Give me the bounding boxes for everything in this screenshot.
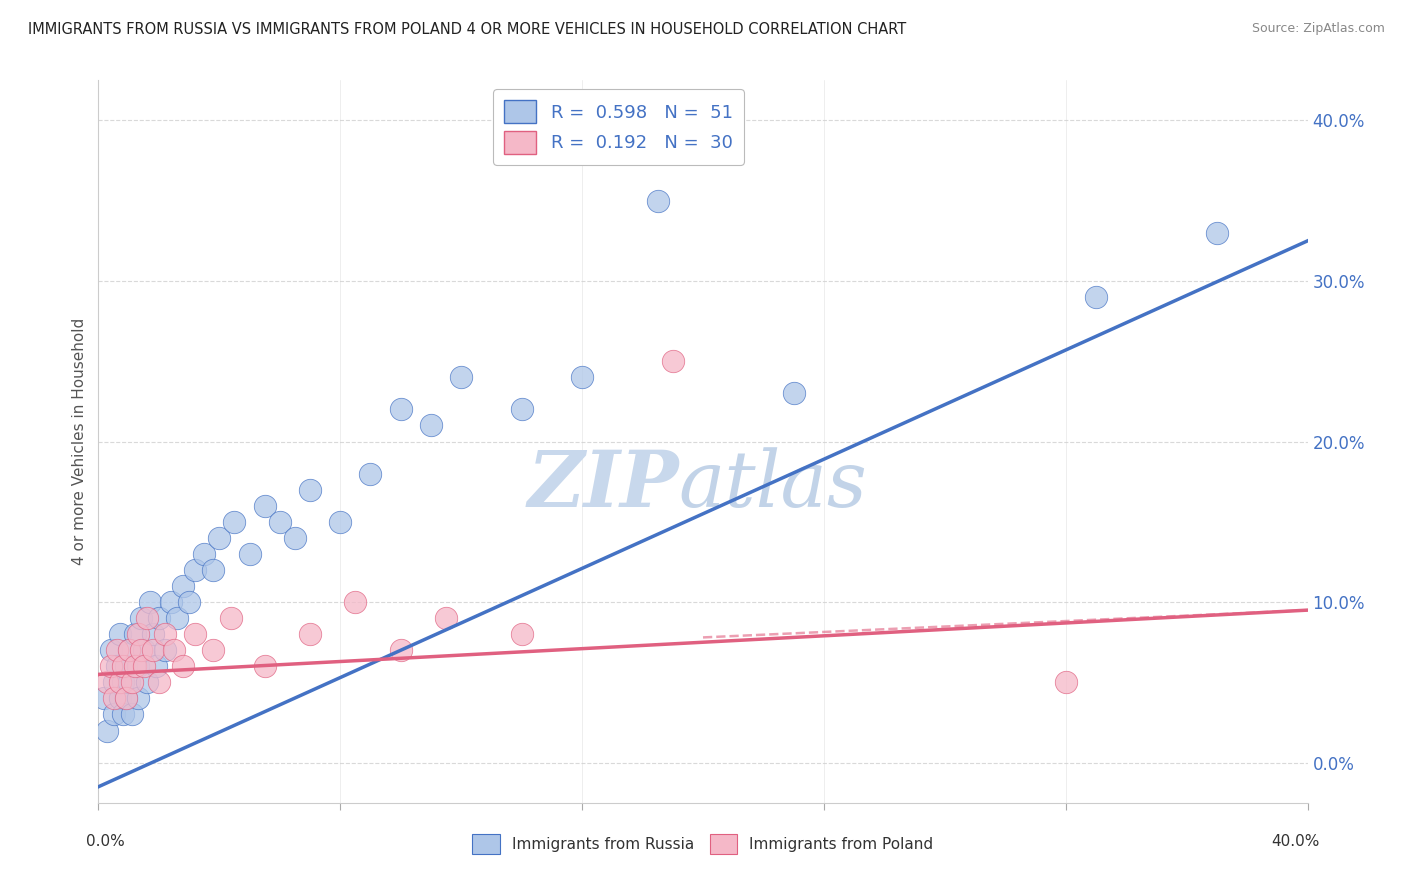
Point [114,659,136,673]
Point [93,691,115,706]
Point [124,627,146,641]
Point [103,691,125,706]
Point [299,483,322,497]
Point [571,370,593,384]
Point [1054,675,1077,690]
Point [239,547,262,561]
Point [193,547,215,561]
Point [121,675,143,690]
Point [224,515,246,529]
Point [114,691,136,706]
Point [111,707,134,722]
Point [127,627,149,641]
Point [172,659,194,673]
Point [783,386,806,401]
Point [114,691,136,706]
Point [108,627,131,641]
Point [172,579,194,593]
Point [208,531,231,545]
Point [253,499,276,513]
Point [420,418,443,433]
Point [450,370,472,384]
Point [148,675,170,690]
Point [124,659,146,673]
Point [510,402,533,417]
Point [299,627,322,641]
Point [105,659,128,673]
Point [647,194,669,208]
Point [269,515,291,529]
Point [510,627,533,641]
Point [135,611,157,625]
Point [1206,226,1229,240]
Legend: Immigrants from Russia, Immigrants from Poland: Immigrants from Russia, Immigrants from … [467,829,939,860]
Point [389,643,412,657]
Point [344,595,367,609]
Point [105,643,128,657]
Text: atlas: atlas [679,447,868,523]
Point [145,659,167,673]
Point [253,659,276,673]
Point [127,659,149,673]
Point [111,659,134,673]
Point [284,531,307,545]
Point [129,611,152,625]
Point [132,643,155,657]
Point [166,611,188,625]
Point [184,627,207,641]
Point [121,707,143,722]
Point [103,707,125,722]
Point [179,595,201,609]
Point [103,675,125,690]
Point [129,643,152,657]
Text: Source: ZipAtlas.com: Source: ZipAtlas.com [1251,22,1385,36]
Point [329,515,352,529]
Point [163,643,186,657]
Text: IMMIGRANTS FROM RUSSIA VS IMMIGRANTS FROM POLAND 4 OR MORE VEHICLES IN HOUSEHOLD: IMMIGRANTS FROM RUSSIA VS IMMIGRANTS FRO… [28,22,907,37]
Point [100,659,122,673]
Point [389,402,412,417]
Point [118,643,141,657]
Point [221,611,243,625]
Point [135,675,157,690]
Point [108,675,131,690]
Point [1085,290,1108,304]
Point [184,563,207,577]
Point [96,723,118,738]
Point [127,691,149,706]
Y-axis label: 4 or more Vehicles in Household: 4 or more Vehicles in Household [72,318,87,566]
Point [202,563,225,577]
Point [153,643,176,657]
Point [142,643,165,657]
Point [661,354,683,368]
Point [118,643,141,657]
Point [434,611,457,625]
Point [142,627,165,641]
Point [160,595,183,609]
Text: ZIP: ZIP [527,447,679,523]
Point [153,627,176,641]
Point [111,675,134,690]
Text: 40.0%: 40.0% [1271,834,1320,849]
Point [108,691,131,706]
Point [96,675,118,690]
Point [100,643,122,657]
Point [148,611,170,625]
Point [360,467,382,481]
Point [132,659,155,673]
Point [202,643,225,657]
Point [118,675,141,690]
Point [139,595,162,609]
Text: 0.0%: 0.0% [86,834,125,849]
